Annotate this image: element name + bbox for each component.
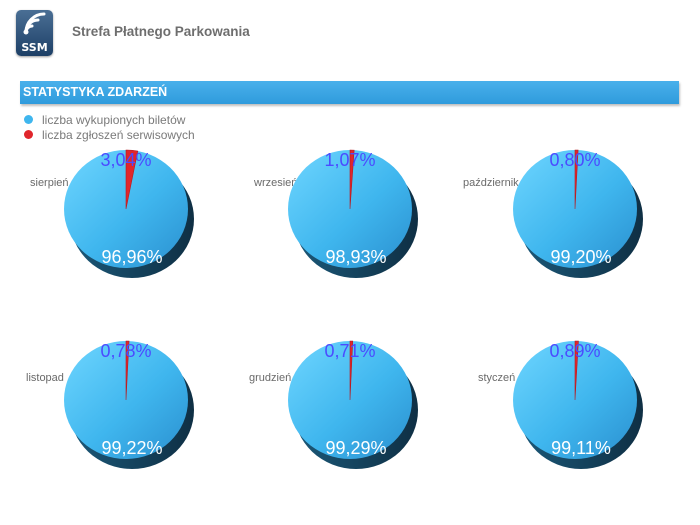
pie-label-service: 0,71% [324,341,375,361]
legend-swatch-tickets [24,115,33,124]
pie-title: listopad [26,372,64,384]
pie-title: sierpień [30,177,69,189]
app-title: Strefa Płatnego Parkowania [72,24,250,39]
pie-title: grudzień [249,372,291,384]
legend-item-tickets: liczba wykupionych biletów [24,112,195,127]
legend-swatch-service [24,130,33,139]
legend: liczba wykupionych biletów liczba zgłosz… [24,112,195,142]
pie-label-service: 0,78% [100,341,151,361]
pie-label-service: 1,07% [324,150,375,170]
legend-label-service: liczba zgłoszeń serwisowych [42,127,195,142]
ssm-logo: SSM [16,10,53,56]
pie-label-tickets: 99,22% [101,438,162,458]
pie-title: styczeń [478,372,515,384]
section-header: STATYSTYKA ZDARZEŃ [20,81,679,104]
pie-chart-2: wrzesień 1,07% 98,93% [253,149,418,278]
pie-chart-1: sierpień 3,04% 96,96% [30,149,194,278]
wifi-signal-icon [23,12,46,35]
logo-text: SSM [21,41,48,54]
pie-label-service: 3,04% [100,150,151,170]
pie-label-service: 0,80% [549,150,600,170]
pie-slice-service [125,149,139,210]
legend-label-tickets: liczba wykupionych biletów [42,112,186,127]
pie-slice-service [574,149,579,210]
pie-label-tickets: 96,96% [101,247,162,267]
pie-label-tickets: 99,20% [550,247,611,267]
legend-item-service: liczba zgłoszeń serwisowych [24,127,195,142]
section-title: STATYSTYKA ZDARZEŃ [23,85,168,99]
pie-chart-4: listopad 0,78% 99,22% [26,340,194,469]
pie-chart-6: styczeń 0,89% 99,11% [478,340,643,469]
pie-label-tickets: 98,93% [325,247,386,267]
pie-chart-3: październik 0,80% 99,20% [463,149,643,278]
pie-slice-service [574,340,579,401]
pie-chart-5: grudzień 0,71% 99,29% [249,340,418,469]
pie-label-tickets: 99,11% [551,438,611,458]
pie-slice-service [349,149,355,210]
pie-slice-service [349,340,354,401]
pie-slice-service [125,340,130,401]
pie-label-tickets: 99,29% [325,438,386,458]
pie-title: październik [463,177,519,189]
pie-label-service: 0,89% [549,341,600,361]
pie-title: wrzesień [253,177,297,189]
